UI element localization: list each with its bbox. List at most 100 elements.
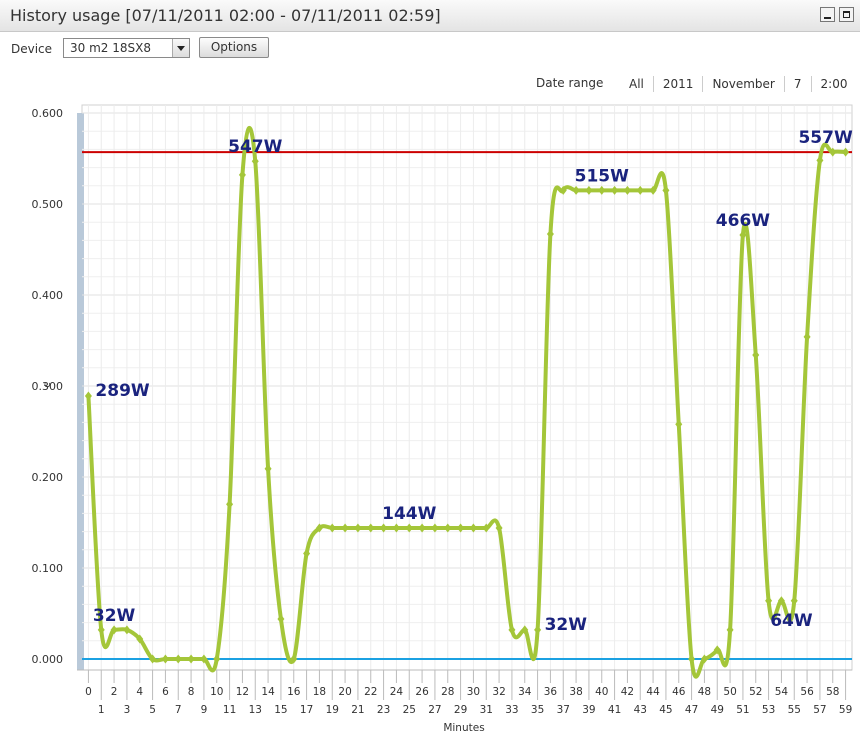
value-label: 32W xyxy=(93,606,136,626)
point-marker xyxy=(816,155,824,165)
x-tick-label: 1 xyxy=(98,704,105,716)
x-tick-label: 59 xyxy=(839,704,852,716)
value-label: 32W xyxy=(545,615,588,635)
x-tick-label: 56 xyxy=(800,686,814,698)
x-tick-label: 2 xyxy=(111,686,118,698)
value-label: 289W xyxy=(95,381,149,401)
x-tick-label: 19 xyxy=(326,704,339,716)
point-marker xyxy=(534,625,542,635)
date-range-label: Date range xyxy=(536,76,604,90)
point-marker xyxy=(559,185,567,195)
point-marker xyxy=(598,185,606,195)
point-marker xyxy=(264,464,272,474)
x-tick-label: 18 xyxy=(313,686,326,698)
x-tick-label: 53 xyxy=(762,704,775,716)
date-range-link[interactable]: 7 xyxy=(783,76,811,92)
x-axis-label: Minutes xyxy=(443,722,484,734)
x-tick-label: 28 xyxy=(441,686,454,698)
minimize-button[interactable] xyxy=(820,7,835,22)
y-axis-label: c xyxy=(42,382,53,388)
point-marker xyxy=(829,147,837,157)
date-range-link[interactable]: November xyxy=(702,76,783,92)
x-tick-label: 31 xyxy=(480,704,493,716)
point-marker xyxy=(546,229,554,239)
value-label: 144W xyxy=(382,504,436,524)
x-tick-label: 5 xyxy=(149,704,156,716)
point-marker xyxy=(328,523,336,533)
y-tick-label: 0.400 xyxy=(32,289,64,302)
point-marker xyxy=(777,596,785,606)
x-tick-label: 10 xyxy=(210,686,223,698)
x-tick-label: 3 xyxy=(124,704,131,716)
x-tick-label: 52 xyxy=(749,686,762,698)
date-range-link[interactable]: All xyxy=(629,77,644,91)
x-tick-label: 14 xyxy=(261,686,275,698)
y-tick-label: 0.500 xyxy=(32,198,64,211)
point-marker xyxy=(97,625,105,635)
point-marker xyxy=(84,391,92,401)
point-marker xyxy=(123,625,131,635)
point-marker xyxy=(405,523,413,533)
point-marker xyxy=(277,614,285,624)
point-marker xyxy=(187,654,195,664)
point-marker xyxy=(457,523,465,533)
point-marker xyxy=(174,654,182,664)
x-tick-label: 43 xyxy=(634,704,647,716)
x-tick-label: 7 xyxy=(175,704,182,716)
x-tick-label: 29 xyxy=(454,704,467,716)
value-label: 466W xyxy=(716,211,770,231)
device-value: 30 m2 18SX8 xyxy=(70,41,151,55)
point-marker xyxy=(649,185,657,195)
point-marker xyxy=(482,523,490,533)
point-marker xyxy=(315,523,323,533)
x-tick-label: 47 xyxy=(685,704,698,716)
device-select[interactable]: 30 m2 18SX8 xyxy=(63,38,190,58)
x-tick-label: 37 xyxy=(557,704,570,716)
x-tick-label: 15 xyxy=(274,704,287,716)
point-marker xyxy=(110,625,118,635)
value-label: 64W xyxy=(770,611,813,631)
point-marker xyxy=(765,596,773,606)
point-marker xyxy=(739,230,747,240)
point-marker xyxy=(303,548,311,558)
x-tick-label: 11 xyxy=(223,704,236,716)
x-tick-label: 41 xyxy=(608,704,621,716)
x-tick-label: 34 xyxy=(518,686,532,698)
x-tick-label: 9 xyxy=(201,704,208,716)
plot-area xyxy=(81,104,853,671)
dropdown-arrow[interactable] xyxy=(172,39,189,57)
x-tick-label: 40 xyxy=(595,686,608,698)
x-tick-label: 46 xyxy=(672,686,686,698)
x-tick-label: 45 xyxy=(659,704,672,716)
y-tick-label: 0.600 xyxy=(32,107,64,120)
maximize-button[interactable] xyxy=(839,7,854,22)
date-range-link[interactable]: 2011 xyxy=(652,76,703,92)
x-tick-label: 24 xyxy=(390,686,404,698)
y-tick-label: 0.300 xyxy=(32,380,64,393)
x-tick-label: 25 xyxy=(403,704,416,716)
point-marker xyxy=(200,654,208,664)
options-button[interactable]: Options xyxy=(199,37,269,58)
date-range-breadcrumb: All 2011 November 7 2:00 xyxy=(620,76,856,92)
point-marker xyxy=(636,185,644,195)
point-marker xyxy=(790,596,798,606)
x-tick-label: 4 xyxy=(136,686,143,698)
x-tick-label: 16 xyxy=(287,686,301,698)
x-tick-label: 58 xyxy=(826,686,839,698)
series-line xyxy=(86,125,846,679)
point-marker xyxy=(521,625,529,635)
point-marker xyxy=(713,645,721,655)
point-marker xyxy=(226,499,234,509)
x-tick-label: 44 xyxy=(646,686,660,698)
date-range-link[interactable]: 2:00 xyxy=(810,76,857,92)
point-marker xyxy=(469,523,477,533)
window-title: History usage [07/11/2011 02:00 - 07/11/… xyxy=(10,6,441,25)
point-marker xyxy=(752,350,760,360)
x-tick-label: 57 xyxy=(813,704,826,716)
x-tick-label: 8 xyxy=(188,686,195,698)
point-marker xyxy=(675,419,683,429)
point-marker xyxy=(508,625,516,635)
x-tick-label: 21 xyxy=(351,704,364,716)
